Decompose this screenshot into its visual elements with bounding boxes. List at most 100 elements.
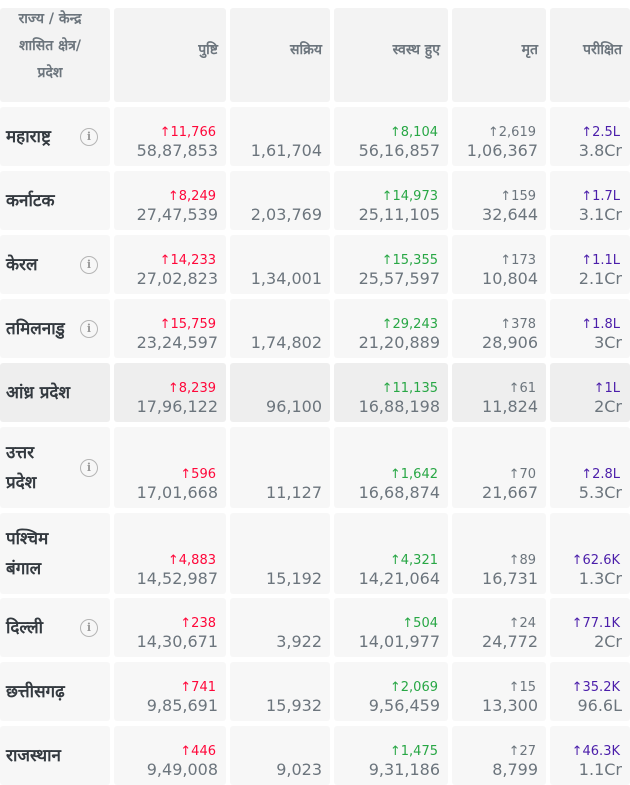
cell-tested: 96.6L ↑35.2K (550, 662, 630, 721)
confirmed-total: 27,02,823 (136, 269, 218, 288)
cell-tested: 3.1Cr ↑1.7L (550, 171, 630, 230)
cell-deceased: 16,731 ↑89 (452, 513, 546, 594)
info-icon[interactable]: i (80, 255, 98, 274)
cell-active: 1,61,704 (230, 107, 330, 166)
header-deceased-label: मृत (521, 42, 538, 58)
state-name-cell[interactable]: दिल्ली i (0, 598, 110, 657)
header-active[interactable]: सक्रिय (230, 8, 330, 102)
deceased-total: 32,644 (482, 205, 538, 224)
cell-active: 15,932 (230, 662, 330, 721)
state-name-cell[interactable]: महाराष्ट्र i (0, 107, 110, 166)
state-name-cell[interactable]: आंध्र प्रदेश (0, 363, 110, 422)
confirmed-total: 17,96,122 (136, 397, 218, 416)
cell-deceased: 1,06,367 ↑2,619 (452, 107, 546, 166)
recovered-total: 21,20,889 (358, 333, 440, 352)
state-name-cell[interactable]: उत्तर प्रदेश i (0, 427, 110, 508)
tested-delta: ↑1L (593, 381, 620, 396)
tested-total: 2Cr (594, 397, 622, 416)
recovered-delta: ↑8,104 (389, 125, 438, 140)
deceased-total: 16,731 (482, 569, 538, 588)
header-tested[interactable]: परीक्षित (550, 8, 630, 102)
cell-deceased: 10,804 ↑173 (452, 235, 546, 294)
info-icon[interactable]: i (80, 319, 98, 338)
recovered-delta: ↑1,475 (389, 744, 438, 759)
recovered-total: 56,16,857 (358, 141, 440, 160)
deceased-total: 8,799 (492, 760, 538, 779)
state-name-cell[interactable]: केरल i (0, 235, 110, 294)
deceased-total: 11,824 (482, 397, 538, 416)
cell-deceased: 11,824 ↑61 (452, 363, 546, 422)
state-name: तमिलनाडु (6, 318, 65, 339)
deceased-total: 28,906 (482, 333, 538, 352)
cell-tested: 1.3Cr ↑62.6K (550, 513, 630, 594)
tested-delta: ↑77.1K (571, 616, 620, 631)
active-total: 9,023 (276, 760, 322, 779)
active-total: 11,127 (266, 483, 322, 502)
cell-active: 2,03,769 (230, 171, 330, 230)
cell-deceased: 24,772 ↑24 (452, 598, 546, 657)
state-name-cell[interactable]: तमिलनाडु i (0, 299, 110, 358)
info-icon[interactable]: i (80, 458, 98, 477)
state-name: कर्नाटक (6, 190, 55, 211)
tested-total: 1.3Cr (578, 569, 622, 588)
state-name-cell[interactable]: राजस्थान (0, 726, 110, 785)
active-total: 3,922 (276, 632, 322, 651)
confirmed-delta: ↑11,766 (159, 125, 216, 140)
tested-delta: ↑46.3K (571, 744, 620, 759)
info-icon[interactable]: i (80, 127, 98, 146)
state-name-cell[interactable]: कर्नाटक (0, 171, 110, 230)
tested-total: 2.1Cr (578, 269, 622, 288)
deceased-delta: ↑159 (500, 189, 536, 204)
state-name-cell[interactable]: छत्तीसगढ़ (0, 662, 110, 721)
header-deceased[interactable]: मृत (452, 8, 546, 102)
recovered-delta: ↑14,973 (381, 189, 438, 204)
state-name: छत्तीसगढ़ (6, 681, 65, 702)
tested-delta: ↑1.8L (581, 317, 620, 332)
confirmed-delta: ↑14,233 (159, 253, 216, 268)
deceased-delta: ↑24 (508, 616, 536, 631)
recovered-delta: ↑11,135 (381, 381, 438, 396)
cell-recovered: 16,68,874 ↑1,642 (334, 427, 448, 508)
cell-recovered: 25,57,597 ↑15,355 (334, 235, 448, 294)
recovered-delta: ↑2,069 (389, 680, 438, 695)
cell-recovered: 9,56,459 ↑2,069 (334, 662, 448, 721)
tested-total: 3.1Cr (578, 205, 622, 224)
cell-tested: 3.8Cr ↑2.5L (550, 107, 630, 166)
tested-total: 2Cr (594, 632, 622, 651)
cell-tested: 1.1Cr ↑46.3K (550, 726, 630, 785)
recovered-total: 14,01,977 (358, 632, 440, 651)
confirmed-total: 14,52,987 (136, 569, 218, 588)
info-icon[interactable]: i (80, 618, 98, 637)
recovered-total: 9,56,459 (368, 696, 440, 715)
state-name: पश्चिम बंगाल (6, 528, 49, 579)
cell-active: 3,922 (230, 598, 330, 657)
deceased-delta: ↑15 (508, 680, 536, 695)
confirmed-delta: ↑596 (180, 467, 216, 482)
header-recovered[interactable]: स्वस्थ हुए (334, 8, 448, 102)
header-confirmed[interactable]: पुष्टि (114, 8, 226, 102)
recovered-delta: ↑4,321 (389, 553, 438, 568)
tested-total: 3.8Cr (578, 141, 622, 160)
deceased-total: 10,804 (482, 269, 538, 288)
cell-confirmed: 17,01,668 ↑596 (114, 427, 226, 508)
confirmed-delta: ↑741 (180, 680, 216, 695)
header-state[interactable]: राज्य / केन्द्र शासित क्षेत्र/प्रदेश (0, 8, 110, 102)
deceased-delta: ↑27 (508, 744, 536, 759)
state-name: उत्तर प्रदेश (6, 442, 37, 493)
cell-active: 96,100 (230, 363, 330, 422)
state-name: दिल्ली (6, 617, 44, 638)
recovered-total: 16,88,198 (358, 397, 440, 416)
tested-delta: ↑2.8L (581, 467, 620, 482)
deceased-total: 24,772 (482, 632, 538, 651)
cell-confirmed: 17,96,122 ↑8,239 (114, 363, 226, 422)
confirmed-delta: ↑8,239 (167, 381, 216, 396)
cell-active: 9,023 (230, 726, 330, 785)
cell-confirmed: 14,52,987 ↑4,883 (114, 513, 226, 594)
deceased-total: 13,300 (482, 696, 538, 715)
cell-recovered: 21,20,889 ↑29,243 (334, 299, 448, 358)
tested-delta: ↑1.1L (581, 253, 620, 268)
recovered-total: 14,21,064 (358, 569, 440, 588)
cell-active: 1,34,001 (230, 235, 330, 294)
state-name-cell[interactable]: पश्चिम बंगाल (0, 513, 110, 594)
confirmed-total: 9,85,691 (146, 696, 218, 715)
